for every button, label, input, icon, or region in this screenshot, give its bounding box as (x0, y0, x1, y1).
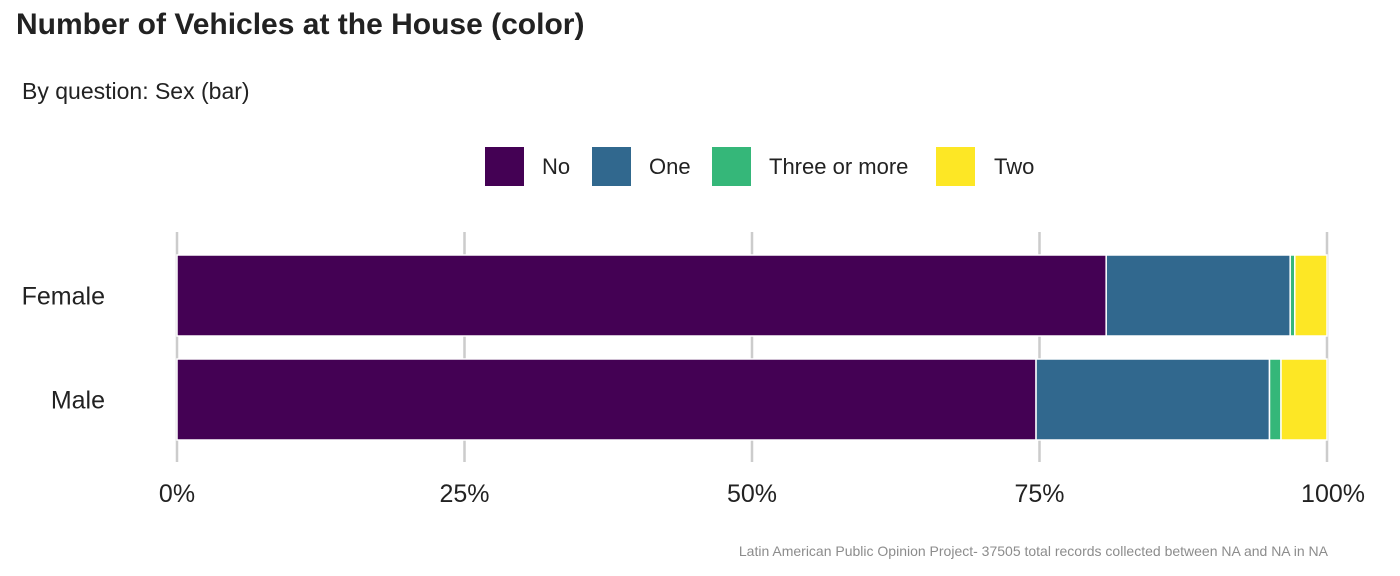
legend-key-two (936, 147, 975, 186)
y-tick-label-male: Male (51, 387, 105, 415)
legend-label-three-or-more: Three or more (769, 154, 908, 179)
chart-caption: Latin American Public Opinion Project- 3… (738, 543, 1328, 559)
y-tick-label-female: Female (22, 283, 105, 311)
bar-male-one (1035, 358, 1271, 441)
bar-female-two (1294, 254, 1328, 337)
x-tick-label-4: 100% (1301, 480, 1365, 508)
bar-female-no (176, 254, 1107, 337)
bar-male-three-or-more (1268, 358, 1282, 441)
chart-subtitle: By question: Sex (bar) (22, 78, 250, 104)
x-tick-label-0: 0% (159, 480, 195, 508)
y-axis-labels: Female Male (22, 283, 105, 415)
legend-label-one: One (649, 154, 691, 179)
x-axis-labels: 0% 25% 50% 75% 100% (159, 480, 1365, 508)
legend-key-three-or-more (712, 147, 751, 186)
legend-label-no: No (542, 154, 570, 179)
bar-male-two (1280, 358, 1328, 441)
bars (176, 254, 1328, 441)
legend: No One Three or more Two (485, 147, 1034, 186)
bar-female-one (1105, 254, 1291, 337)
x-tick-label-3: 75% (1014, 480, 1064, 508)
x-tick-label-1: 25% (439, 480, 489, 508)
chart-title: Number of Vehicles at the House (color) (16, 8, 585, 41)
legend-key-no (485, 147, 524, 186)
bar-male-no (176, 358, 1037, 441)
x-tick-label-2: 50% (727, 480, 777, 508)
legend-key-one (592, 147, 631, 186)
legend-label-two: Two (994, 154, 1034, 179)
